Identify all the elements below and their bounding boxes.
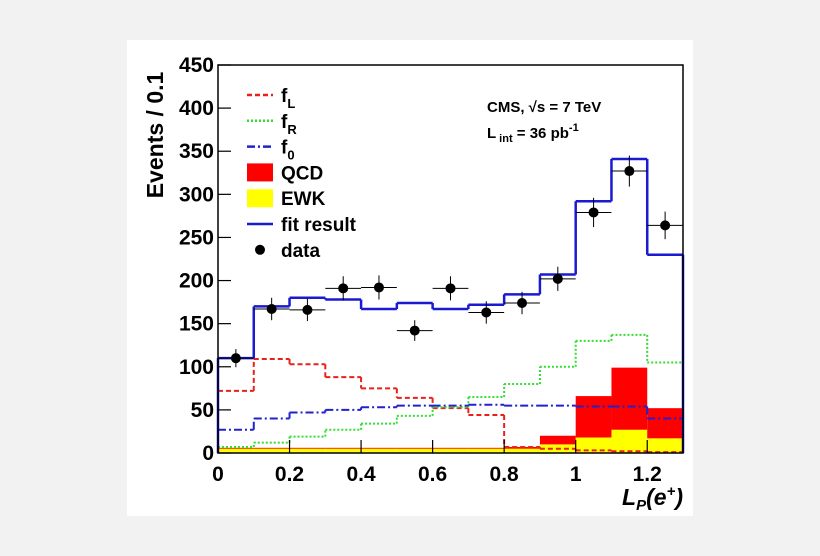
data-point [445,283,456,294]
plot-frame [217,64,684,454]
stacked-bar [253,447,290,449]
y-tick-label: 200 [179,270,214,293]
x-tick-label: 1 [570,463,582,486]
y-tick-label: 0 [202,442,214,465]
data-point [409,325,420,336]
legend-name: f [281,86,288,107]
data-point [338,283,349,294]
x-label-sub: P [636,497,647,514]
stacked-bar [504,448,540,453]
legend-sub: 0 [287,148,294,163]
x-label-main: L [622,484,636,510]
stacked-bar [575,437,612,453]
stacked-bar [289,448,326,453]
stacked-bar [611,367,648,430]
stacked-bar [396,447,433,449]
x-tick-label: 0 [212,463,224,486]
legend-label: EWK [281,189,326,210]
data-point [373,282,384,293]
x-tick-label: 0.8 [490,463,520,486]
x-tick-label: 1.2 [633,463,662,486]
y-tick-label: 150 [179,313,214,336]
legend-name: QCD [281,163,323,184]
annotation-sup: -1 [569,122,579,134]
x-label-rest: (e [646,484,667,510]
x-axis-label: LP(e+) [622,483,683,514]
stacked-bar [325,448,362,453]
stacked-bar [361,447,397,449]
y-tick-label: 300 [179,183,214,206]
stacked-bar [468,447,505,449]
annotation-text: = 36 pb [513,125,569,142]
legend-marker [255,244,265,255]
stacked-bar [396,448,433,453]
data-point [266,304,277,315]
y-tick-label: 400 [179,97,214,120]
legend-label: fit result [281,215,357,236]
legend-label: fL [281,86,295,111]
legend-swatch [247,163,273,182]
stacked-bar [575,396,612,438]
stacked-bar [432,447,469,449]
y-axis-label: Events / 0.1 [142,72,168,199]
stacked-bar [218,448,254,453]
annotation-sub: int [499,133,513,145]
x-tick-label: 0.4 [346,463,376,486]
annotation-text: CMS, √s = 7 TeV [487,99,601,116]
x-tick-label: 0.2 [275,463,304,486]
stacked-bar [289,447,326,449]
legend-name: fit result [281,215,357,236]
data-point [517,297,528,308]
y-tick-label: 250 [179,226,214,249]
legend-sub: R [287,122,297,137]
y-tick-label: 100 [179,356,214,379]
stacked-bar [432,448,469,453]
stacked-bar [539,435,576,445]
legend-label: fR [281,112,297,137]
stacked-bar [611,429,648,453]
x-label-end: ) [672,484,683,510]
data-point [660,220,671,231]
data-point [552,273,563,284]
x-tick-label: 0.6 [418,463,447,486]
data-point [230,353,241,364]
annotation-text: L [487,125,496,142]
stacked-bar [218,447,254,449]
data-point [624,166,635,177]
y-tick-label: 350 [179,140,214,163]
legend-label: f0 [281,138,295,163]
data-point [588,207,599,218]
x-label-sup: + [667,483,676,500]
legend-name: f [281,112,288,133]
stacked-bar [647,438,683,453]
stacked-bar [468,448,505,453]
data-point [481,307,492,318]
legend-label: data [281,241,321,262]
legend-swatch [247,189,273,208]
stacked-bar [361,448,397,453]
legend-label: QCD [281,163,323,184]
stacked-bar [325,447,362,449]
legend-sub: L [287,96,295,111]
data-point [302,304,313,315]
legend-name: EWK [281,189,326,210]
y-tick-label: 450 [179,54,214,77]
stacked-bar [647,408,683,439]
y-tick-label: 50 [191,399,214,422]
annotation: CMS, √s = 7 TeV [487,99,601,116]
legend-name: f [281,138,288,159]
stacked-bar [253,448,290,453]
